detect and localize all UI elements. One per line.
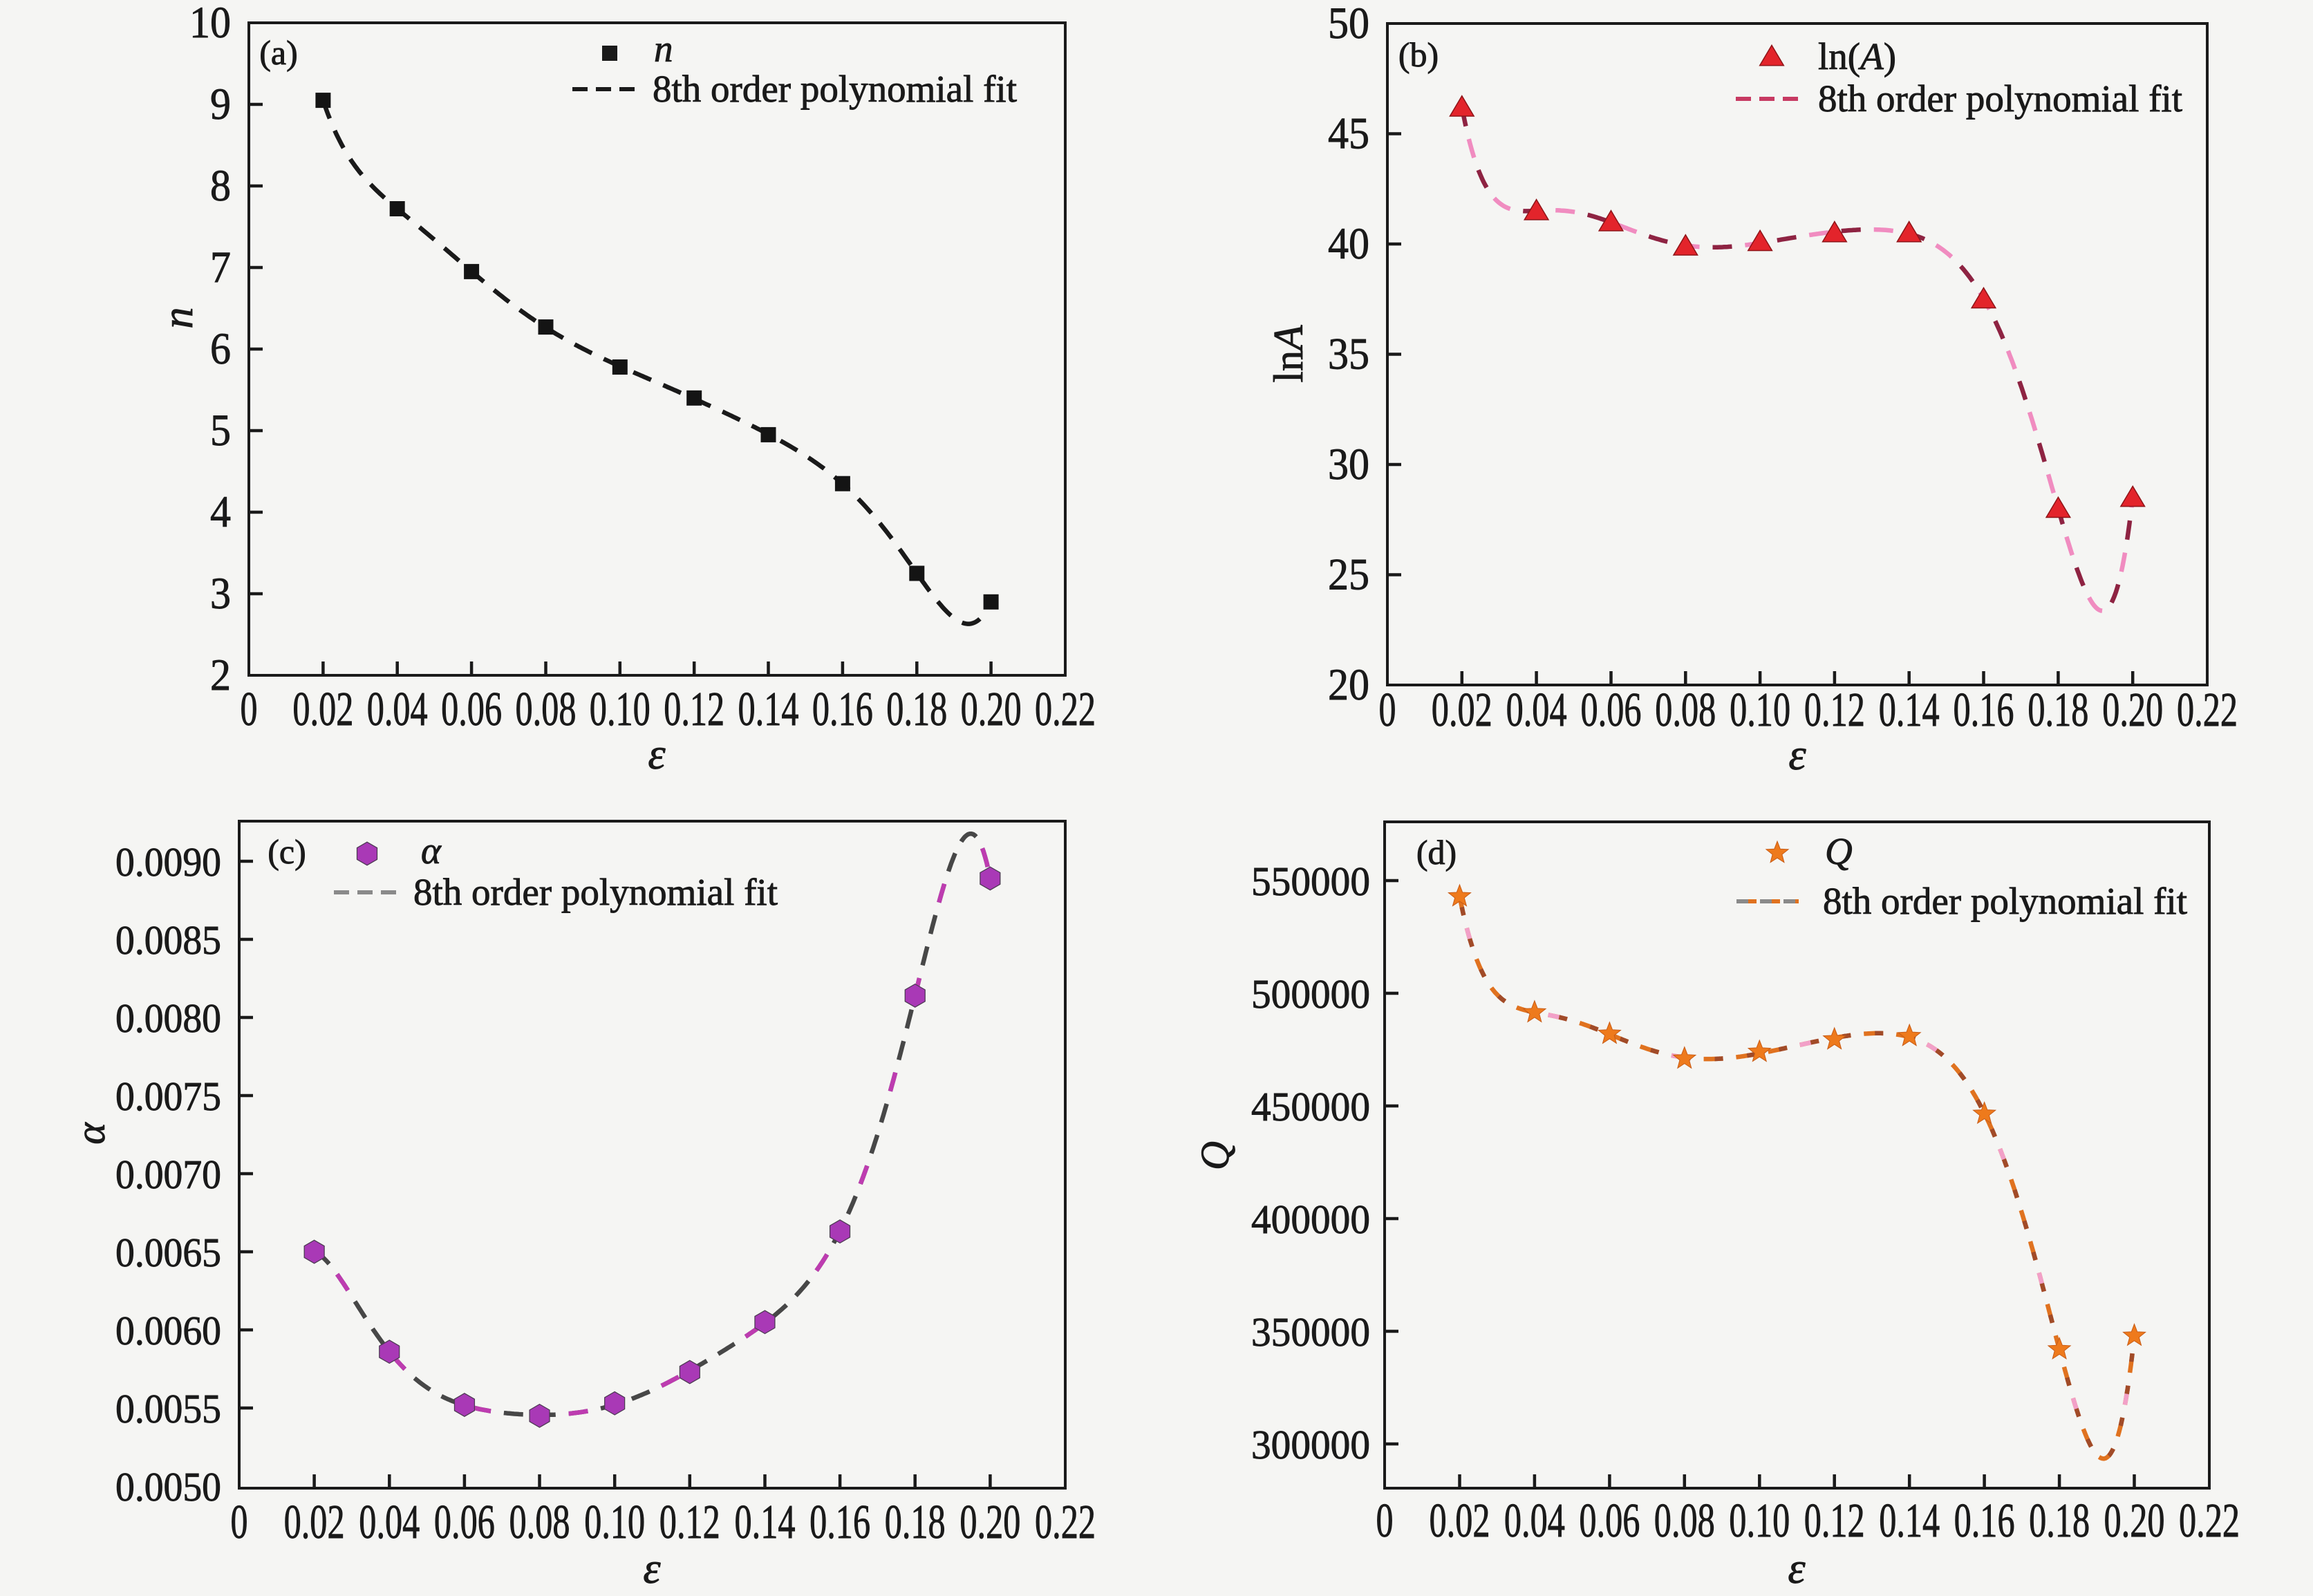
svg-text:450000: 450000 <box>1251 1084 1370 1129</box>
svg-text:n: n <box>155 308 202 329</box>
svg-text:0.04: 0.04 <box>1504 1494 1565 1548</box>
svg-text:2: 2 <box>210 650 231 700</box>
svg-text:0.12: 0.12 <box>1804 684 1865 737</box>
svg-text:0.06: 0.06 <box>434 1496 495 1549</box>
svg-text:0.20: 0.20 <box>2102 684 2163 737</box>
svg-text:0.06: 0.06 <box>1579 1494 1640 1548</box>
svg-text:0.14: 0.14 <box>735 1496 796 1549</box>
svg-text:45: 45 <box>1328 109 1369 159</box>
svg-text:0.0090: 0.0090 <box>115 839 221 885</box>
svg-text:8th order polynomial fit: 8th order polynomial fit <box>413 871 778 913</box>
svg-text:0.0065: 0.0065 <box>115 1230 221 1275</box>
svg-text:500000: 500000 <box>1251 971 1370 1017</box>
svg-text:0.0055: 0.0055 <box>115 1386 221 1431</box>
svg-text:400000: 400000 <box>1251 1196 1370 1242</box>
svg-text:ε: ε <box>643 1543 661 1593</box>
svg-text:0.06: 0.06 <box>1581 684 1642 737</box>
svg-text:0.20: 0.20 <box>2104 1494 2165 1548</box>
svg-text:0.02: 0.02 <box>1432 684 1492 737</box>
svg-text:0.16: 0.16 <box>812 683 873 736</box>
svg-text:0.10: 0.10 <box>1729 1494 1790 1548</box>
svg-text:0.20: 0.20 <box>959 1496 1020 1549</box>
svg-text:0.22: 0.22 <box>1035 1496 1096 1549</box>
svg-text:0.12: 0.12 <box>1804 1494 1865 1548</box>
svg-text:α: α <box>68 1122 113 1145</box>
svg-text:0.10: 0.10 <box>584 1496 645 1549</box>
svg-text:550000: 550000 <box>1251 858 1370 904</box>
svg-text:0.08: 0.08 <box>1655 684 1716 737</box>
svg-text:0.10: 0.10 <box>590 683 650 736</box>
svg-text:0.02: 0.02 <box>284 1496 345 1549</box>
svg-text:0.12: 0.12 <box>659 1496 720 1549</box>
svg-text:0.06: 0.06 <box>441 683 502 736</box>
svg-text:0.02: 0.02 <box>1430 1494 1490 1548</box>
svg-text:(b): (b) <box>1398 35 1439 74</box>
svg-text:Q: Q <box>1825 830 1853 872</box>
svg-text:0.0080: 0.0080 <box>115 995 221 1041</box>
svg-text:0.18: 0.18 <box>2028 684 2088 737</box>
svg-text:0.16: 0.16 <box>809 1496 870 1549</box>
svg-text:Q: Q <box>1192 1141 1237 1170</box>
svg-text:0.22: 0.22 <box>1035 683 1096 736</box>
svg-text:ε: ε <box>648 729 666 778</box>
svg-text:7: 7 <box>210 243 231 292</box>
svg-text:0.0085: 0.0085 <box>115 917 221 963</box>
svg-text:8th order polynomial fit: 8th order polynomial fit <box>1818 77 2182 120</box>
svg-text:0.08: 0.08 <box>1654 1494 1715 1548</box>
svg-text:0.18: 0.18 <box>2029 1494 2090 1548</box>
svg-text:5: 5 <box>210 406 231 456</box>
svg-text:0.22: 0.22 <box>2177 684 2238 737</box>
svg-text:0.04: 0.04 <box>1506 684 1567 737</box>
svg-text:lnA: lnA <box>1266 325 1311 383</box>
svg-text:0.14: 0.14 <box>1879 1494 1940 1548</box>
svg-text:0.0050: 0.0050 <box>115 1464 221 1510</box>
svg-text:30: 30 <box>1328 440 1369 489</box>
svg-text:0: 0 <box>231 1496 248 1549</box>
svg-text:ε: ε <box>1788 1543 1806 1593</box>
svg-text:4: 4 <box>210 487 231 537</box>
svg-text:0.22: 0.22 <box>2179 1494 2240 1548</box>
svg-text:0.12: 0.12 <box>664 683 724 736</box>
svg-text:35: 35 <box>1328 330 1369 379</box>
svg-text:0.16: 0.16 <box>1954 1494 2015 1548</box>
svg-text:10: 10 <box>189 0 231 48</box>
svg-text:0.0075: 0.0075 <box>115 1073 221 1119</box>
svg-text:0.18: 0.18 <box>885 1496 946 1549</box>
svg-text:0: 0 <box>241 683 258 736</box>
svg-text:n: n <box>654 28 673 70</box>
svg-text:0.0060: 0.0060 <box>115 1308 221 1353</box>
svg-text:(a): (a) <box>259 33 298 72</box>
svg-text:0.08: 0.08 <box>516 683 577 736</box>
svg-text:(d): (d) <box>1416 833 1457 872</box>
svg-text:0.18: 0.18 <box>886 683 947 736</box>
svg-text:0.04: 0.04 <box>367 683 428 736</box>
svg-text:ε: ε <box>1788 730 1806 779</box>
svg-text:0: 0 <box>1376 1494 1394 1548</box>
svg-text:25: 25 <box>1328 550 1369 600</box>
svg-text:0.20: 0.20 <box>961 683 1022 736</box>
svg-text:40: 40 <box>1328 219 1369 269</box>
svg-text:α: α <box>421 829 442 872</box>
svg-text:8th order polynomial fit: 8th order polynomial fit <box>1823 880 2187 922</box>
svg-text:3: 3 <box>210 569 231 619</box>
svg-text:0.04: 0.04 <box>359 1496 420 1549</box>
svg-text:ln(A): ln(A) <box>1818 35 1896 77</box>
svg-text:50: 50 <box>1328 0 1369 48</box>
svg-text:(c): (c) <box>268 832 306 871</box>
svg-text:0.14: 0.14 <box>738 683 799 736</box>
svg-text:300000: 300000 <box>1251 1422 1370 1467</box>
svg-text:0: 0 <box>1379 684 1396 737</box>
svg-text:0.14: 0.14 <box>1879 684 1940 737</box>
svg-text:8th order polynomial fit: 8th order polynomial fit <box>653 68 1017 110</box>
svg-text:0.16: 0.16 <box>1954 684 2014 737</box>
svg-text:8: 8 <box>210 161 231 211</box>
svg-text:0.08: 0.08 <box>509 1496 570 1549</box>
svg-text:0.02: 0.02 <box>292 683 353 736</box>
svg-text:0.10: 0.10 <box>1730 684 1790 737</box>
svg-text:350000: 350000 <box>1251 1309 1370 1355</box>
svg-text:6: 6 <box>210 324 231 374</box>
svg-text:0.0070: 0.0070 <box>115 1152 221 1197</box>
svg-text:20: 20 <box>1328 660 1369 710</box>
svg-text:9: 9 <box>210 79 231 129</box>
